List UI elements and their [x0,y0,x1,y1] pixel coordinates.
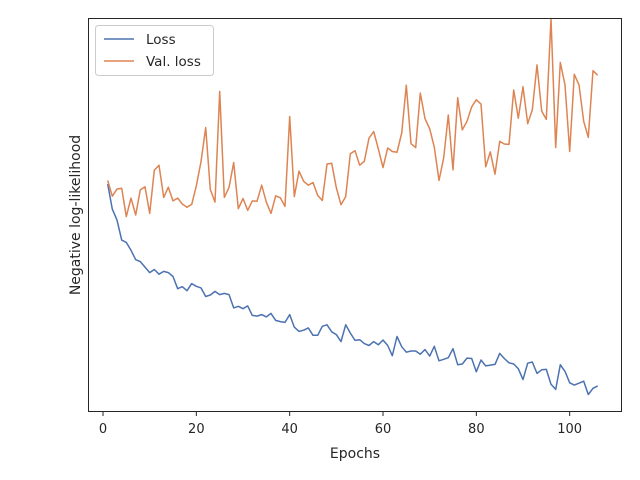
legend-box [95,25,214,76]
legend-label-loss: Loss [146,32,176,48]
x-axis-label: Epochs [330,446,380,462]
series-line-loss [106,183,599,396]
x-tick-label: 40 [281,422,298,437]
plot-lines [106,17,599,396]
axes-frame [88,18,622,412]
series-line-val-loss [106,17,599,218]
x-tick-label: 20 [188,422,205,437]
legend-label-val-loss: Val. loss [146,54,201,70]
x-tick-label: 0 [99,422,107,437]
x-tick-label: 100 [557,422,582,437]
x-axis-ticks: 0 20 40 60 80 100 [99,411,582,437]
y-axis-label: Negative log-likelihood [68,135,84,295]
x-tick-label: 80 [468,422,485,437]
x-tick-label: 60 [375,422,392,437]
legend: Loss Val. loss [95,25,214,76]
